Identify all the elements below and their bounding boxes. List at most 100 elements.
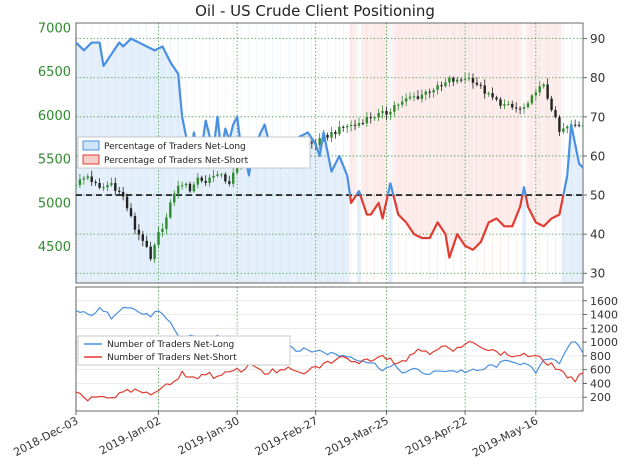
count-tick-label: 1200 [590, 322, 618, 335]
candle-body [196, 177, 200, 185]
candle-body [353, 124, 357, 126]
candle-body [483, 85, 486, 94]
candle-body [232, 172, 235, 184]
net-long-band [219, 152, 224, 283]
net-long-pct-line [521, 186, 527, 196]
candle-body [357, 123, 361, 126]
candle-body [424, 91, 427, 95]
candle-body [235, 164, 239, 173]
candle-body [184, 183, 188, 186]
net-short-pct-line [348, 194, 358, 204]
candle-body [385, 111, 388, 115]
candle-body [369, 117, 372, 119]
candle-body [377, 112, 380, 118]
legend-swatch-net-short [82, 154, 100, 165]
count-tick-label: 1000 [590, 336, 618, 349]
candle-body [401, 101, 404, 105]
candle-body [499, 99, 502, 106]
candle-body [542, 84, 545, 87]
candle-body [487, 93, 490, 95]
count-tick-label: 1400 [590, 309, 618, 322]
candle-body [408, 96, 412, 99]
candle-body [212, 175, 215, 178]
net-short-pct-line [392, 194, 524, 259]
net-short-band [478, 23, 484, 242]
net-long-band [164, 54, 169, 283]
net-short-band [502, 23, 507, 227]
candle-body [452, 77, 455, 82]
candle-body [121, 191, 125, 197]
price-tick-label: 5500 [38, 153, 71, 168]
net-short-band [423, 23, 429, 239]
candle-body [554, 110, 557, 118]
price-tick-label: 6500 [38, 65, 71, 80]
candle-body [373, 117, 376, 119]
candle-body [76, 185, 78, 187]
trader-count-lines [76, 306, 583, 402]
date-tick-label: 2019-Jan-30 [176, 414, 242, 457]
candle-body [550, 98, 553, 111]
candle-body [192, 184, 196, 192]
candle-body [118, 190, 121, 192]
net-long-band [290, 144, 295, 283]
legend-label-net-short-pct: Percentage of Traders Net-Short [104, 156, 249, 166]
candle-body [200, 177, 203, 181]
net-short-band [518, 23, 523, 207]
candle-body [137, 229, 141, 235]
candle-body [522, 107, 526, 109]
candle-body [440, 85, 443, 87]
candle-body [432, 90, 435, 93]
net-long-band [345, 175, 350, 283]
candle-body [562, 128, 565, 132]
candle-body [471, 78, 475, 83]
net-long-band [266, 140, 271, 283]
net-long-band [274, 152, 279, 283]
candle-body [404, 98, 408, 102]
net-long-band [235, 116, 240, 283]
top-frame-rect [75, 22, 584, 284]
candle-body [133, 216, 137, 230]
candle-body [361, 123, 365, 125]
candle-body [153, 244, 156, 259]
net-long-band [313, 144, 319, 283]
candle-body [365, 117, 369, 124]
candle-body [188, 183, 192, 192]
candle-body [173, 193, 176, 203]
candle-body [566, 126, 569, 129]
legend-label-net-long-count: Number of Traders Net-Long [107, 340, 234, 350]
candle-body [318, 138, 321, 146]
count-tick-label: 1600 [590, 295, 618, 308]
count-tick-label: 200 [590, 391, 611, 404]
top-panel-frame [75, 22, 584, 284]
candle-body [412, 96, 416, 98]
net-long-band [258, 132, 263, 283]
net-short-pct-line [359, 194, 389, 220]
net-short-band [463, 23, 468, 246]
candle-body [397, 104, 400, 106]
net-long-band [109, 54, 114, 283]
percent-tick-label: 30 [590, 267, 605, 281]
candle-body [228, 181, 231, 184]
candle-body [577, 124, 581, 126]
candle-body [538, 86, 541, 93]
legend-label-net-short-count: Number of Traders Net-Short [107, 353, 237, 363]
candle-body [169, 202, 172, 218]
candle-body [444, 82, 447, 87]
net-long-band [211, 148, 216, 283]
net-long-band [298, 136, 303, 283]
candle-body [416, 96, 420, 99]
candle-body [511, 103, 514, 108]
candle-body [558, 117, 561, 132]
net-long-band [329, 171, 334, 283]
price-tick-label: 6000 [38, 109, 71, 124]
candle-body [436, 85, 439, 91]
candle-body [479, 84, 483, 86]
percent-tick-label: 70 [590, 110, 605, 124]
candle-body [86, 176, 89, 179]
candle-body [475, 82, 479, 85]
price-tick-label: 5000 [38, 196, 71, 211]
